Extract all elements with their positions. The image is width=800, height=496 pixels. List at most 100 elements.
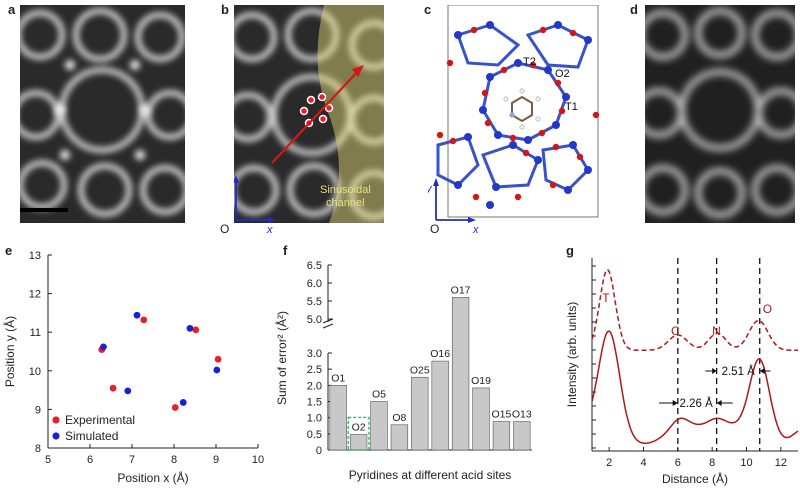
y-axis-label: Sum of error² (Å²) <box>274 311 289 405</box>
data-point-experimental <box>140 316 148 324</box>
y-axis-label: Position y (Å) <box>2 316 17 387</box>
bar-label: O17 <box>451 284 471 296</box>
y-tick-label: 9 <box>35 404 41 416</box>
panel-f-label: f <box>283 243 288 258</box>
x-tick-label: 8 <box>709 457 715 469</box>
y-tick-label: 1.5 <box>307 397 322 409</box>
solid-profile-line <box>591 330 799 444</box>
panel-g: g 2 4 6 8 10 12 Distance (Å) Intensity (arb. un… <box>550 243 800 491</box>
label-t2: T2 <box>523 56 536 68</box>
panel-b-label: b <box>221 2 229 17</box>
panel-b-origin: O <box>220 222 230 236</box>
bar-label: O13 <box>512 409 532 421</box>
y-axis-label: Intensity (arb. units) <box>565 302 579 407</box>
highlight-box <box>347 416 370 451</box>
y-tick-label: 11 <box>30 327 41 339</box>
data-point-simulated <box>100 343 107 351</box>
pyridine-molecule <box>511 95 533 123</box>
panel-b-micrograph: Sinusoidal channel y x <box>225 5 384 236</box>
peak-label: O <box>763 302 772 316</box>
y-tick-label: 0.5 <box>307 429 322 441</box>
line-chart: 2 4 6 8 10 12 Distance (Å) Intensity (arb. unit… <box>565 258 799 486</box>
annotation-arrowhead <box>672 400 678 406</box>
y-tick-label: 2.0 <box>307 380 322 392</box>
data-point-simulated <box>133 311 141 319</box>
bar-chart: 0 0.5 1.0 1.5 2.0 2.5 3.0 5.0 5.5 6.0 6.5 Sum of er… <box>274 260 532 482</box>
bar-label: O5 <box>372 389 386 401</box>
x-tick-label: 10 <box>252 454 264 466</box>
y-tick-label: 0 <box>316 445 322 457</box>
x-tick-label: 9 <box>213 454 219 466</box>
x-tick-label: 12 <box>775 457 787 469</box>
bar-label: O2 <box>352 421 366 433</box>
y-tick-label: 1.0 <box>307 413 322 425</box>
panel-b-axis-x: x <box>266 224 273 235</box>
bar-o2 <box>349 434 368 451</box>
x-tick-label: 6 <box>87 454 93 466</box>
panel-c-label: c <box>424 2 432 17</box>
bar-label: O25 <box>410 364 430 376</box>
y-tick-label: 6.0 <box>307 278 322 290</box>
panel-c: T2 O2 T1 y x c O <box>424 2 608 236</box>
y-tick-label: 2.5 <box>307 364 322 376</box>
peak-label: C <box>671 324 680 338</box>
legend-label: Experimental <box>65 413 135 427</box>
panel-d-label: d <box>630 2 638 17</box>
panel-c-structure: T2 O2 T1 y x <box>425 4 600 236</box>
bar-label: O15 <box>491 409 511 421</box>
x-tick-label: 5 <box>45 454 51 466</box>
y-tick-label: 13 <box>29 250 41 262</box>
x-tick-label: 6 <box>675 457 681 469</box>
bar-o15 <box>492 421 511 451</box>
bar-o17 <box>451 297 470 451</box>
distance-annotation: 2.26 Å <box>680 397 714 410</box>
bar-label: O1 <box>331 372 345 384</box>
channel-label-line2: channel <box>326 197 365 209</box>
panel-b: Sinusoidal channel y x b O <box>220 2 419 236</box>
y-tick-label: 6.5 <box>307 260 322 272</box>
bar-label: O19 <box>471 375 491 387</box>
y-tick-label: 10 <box>29 366 41 378</box>
annotation-arrowhead <box>759 368 765 374</box>
panel-a-micrograph <box>20 5 185 223</box>
y-tick-label: 3.0 <box>307 348 322 360</box>
y-tick-label: 8 <box>35 443 41 455</box>
panel-c-origin: O <box>430 222 440 236</box>
legend-marker <box>52 432 60 440</box>
panel-c-axis-y: y <box>428 183 433 195</box>
channel-arrow <box>271 69 360 164</box>
bar-o13 <box>513 421 531 451</box>
peak-label: N <box>712 324 721 338</box>
distance-annotation: 2.51 Å <box>722 365 756 378</box>
x-axis-label: Position x (Å) <box>117 470 188 485</box>
axis-break-mark <box>322 318 334 329</box>
data-point-simulated <box>213 366 221 374</box>
x-axis-label: Pyridines at different acid sites <box>349 468 512 482</box>
bar-label: O8 <box>392 412 406 424</box>
y-tick-label: 5.5 <box>307 296 322 308</box>
panel-e-label: e <box>5 243 13 258</box>
panel-g-label: g <box>566 243 574 258</box>
annotation-arrowhead <box>712 368 717 374</box>
panel-a: a <box>8 2 205 223</box>
x-tick-label: 4 <box>640 457 646 469</box>
y-tick-label: 12 <box>29 289 41 301</box>
panel-e: e 5 6 7 8 9 10 8 9 10 11 12 13 Position x (Å) Positio… <box>0 243 270 491</box>
panel-d: d <box>630 2 800 223</box>
scatter-chart: 5 6 7 8 9 10 8 9 10 11 12 13 Position x (Å) Position … <box>2 250 264 485</box>
peak-label: T <box>602 291 610 305</box>
panel-c-axis-x: x <box>472 224 479 235</box>
bar-o25 <box>411 376 429 451</box>
panel-d-simulated-image <box>634 5 800 223</box>
data-point-simulated <box>179 399 187 406</box>
bar-o16 <box>431 360 449 451</box>
x-tick-label: 8 <box>171 454 177 466</box>
x-tick-label: 2 <box>606 457 612 469</box>
label-o2: O2 <box>555 68 570 80</box>
data-point-experimental <box>214 355 222 363</box>
bar-o8 <box>390 424 409 451</box>
annotation-arrowhead <box>716 400 722 406</box>
acid-site-markers <box>299 92 334 128</box>
bar-o1 <box>329 385 347 451</box>
panel-f: f 0 0.5 1.0 1.5 2.0 2.5 3.0 5.0 5.5 6.0 6.5 Sum of … <box>270 243 550 491</box>
